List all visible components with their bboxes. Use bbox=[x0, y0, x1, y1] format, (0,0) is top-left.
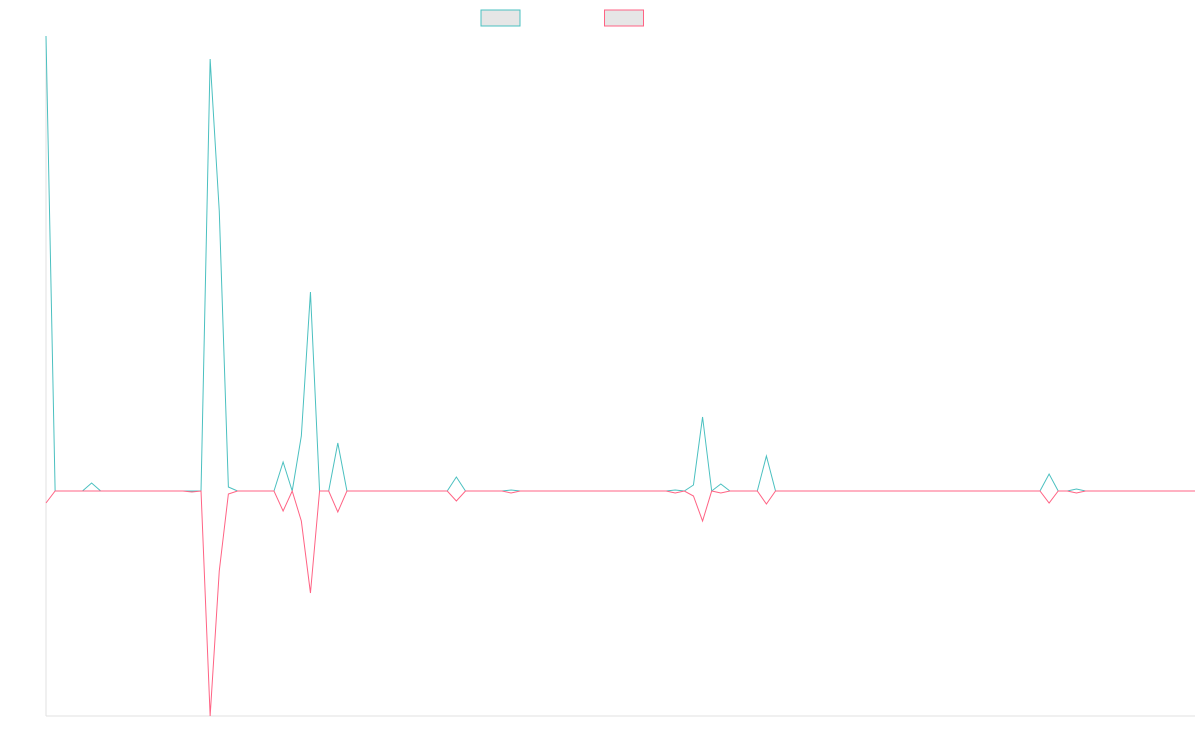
legend-swatch[interactable] bbox=[480, 9, 521, 27]
series-line bbox=[45, 489, 1195, 717]
series-line bbox=[45, 35, 1195, 492]
legend-swatch[interactable] bbox=[604, 9, 644, 27]
